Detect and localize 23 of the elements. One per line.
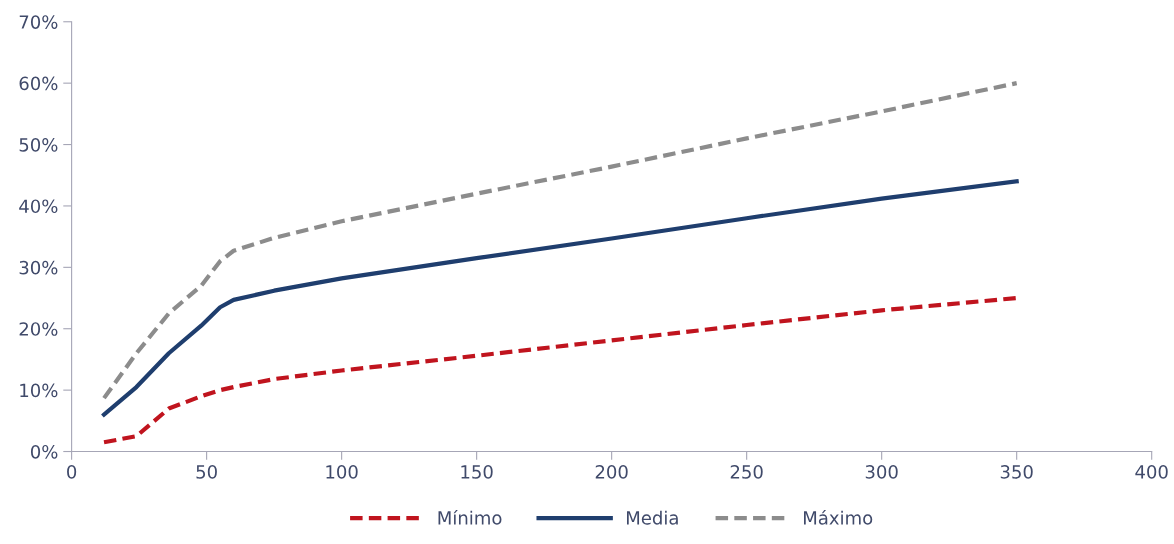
legend-label: Máximo <box>804 510 873 525</box>
x-tick-label: 100 <box>326 465 358 479</box>
x-tick-label: 200 <box>595 465 628 479</box>
line-series <box>101 179 1019 417</box>
x-tick-label: 250 <box>730 465 763 479</box>
y-tick-label: 10% <box>20 383 58 398</box>
legend-label: Media <box>627 510 678 525</box>
y-tick-label: 30% <box>19 260 58 275</box>
x-tick-label: 150 <box>461 465 493 479</box>
x-tick-label: 400 <box>1135 465 1168 479</box>
y-tick-label: 50% <box>19 138 58 152</box>
x-tick-label: 0 <box>67 465 77 479</box>
y-tick-label: 70% <box>19 15 58 29</box>
x-tick-label: 50 <box>196 465 217 479</box>
line-series <box>101 81 1019 401</box>
x-tick-label: 300 <box>865 465 898 479</box>
y-tick-label: 60% <box>19 76 58 91</box>
x-tick-label: 350 <box>1000 465 1033 479</box>
y-tick-label: 40% <box>19 199 58 214</box>
y-tick-label: 20% <box>19 322 58 336</box>
y-tick-label: 0% <box>30 444 58 459</box>
legend-label: Mínimo <box>438 510 502 525</box>
line-series <box>101 295 1019 445</box>
